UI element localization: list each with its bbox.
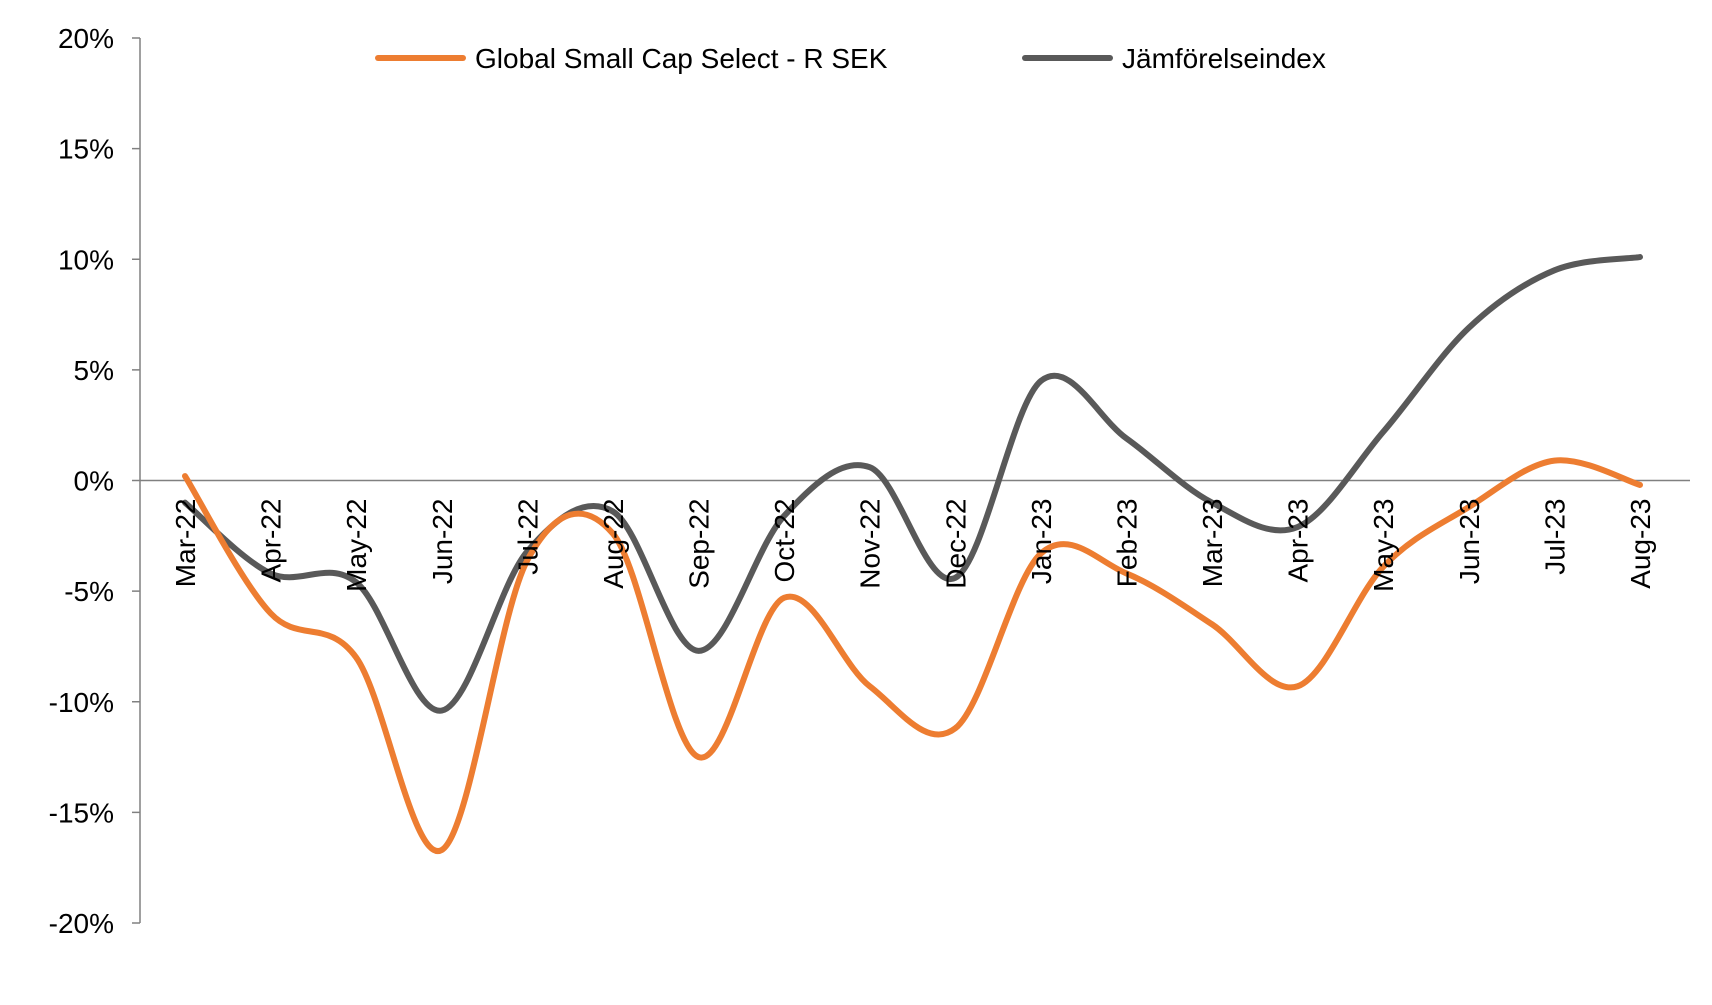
y-tick-label: -10% xyxy=(49,687,114,718)
y-tick-label: -15% xyxy=(49,797,114,828)
legend: Global Small Cap Select - R SEK Jämförels… xyxy=(375,43,1326,74)
x-tick-label: Feb-23 xyxy=(1111,499,1142,588)
y-axis-ticks: 20% 15% 10% 5% 0% -5% -10% -15% -20% xyxy=(49,23,140,939)
x-axis-labels: Mar-22 Apr-22 May-22 Jun-22 Jul-22 Aug-22 Sep-… xyxy=(170,499,1656,592)
y-tick-label: -5% xyxy=(64,576,114,607)
x-tick-label: Oct-22 xyxy=(769,499,800,583)
x-tick-label: Apr-23 xyxy=(1283,499,1314,583)
x-tick-label: Jun-23 xyxy=(1454,499,1485,585)
x-tick-label: Mar-23 xyxy=(1197,499,1228,588)
x-tick-label: May-23 xyxy=(1368,499,1399,592)
series-lines xyxy=(182,254,1643,854)
x-tick-label: Aug-22 xyxy=(598,499,629,589)
axes xyxy=(139,38,1690,923)
y-tick-label: 20% xyxy=(58,23,114,54)
x-tick-label: Aug-23 xyxy=(1625,499,1656,589)
series-line-1 xyxy=(182,254,1643,714)
x-tick-label: Jun-22 xyxy=(427,499,458,585)
y-tick-label: 5% xyxy=(74,355,114,386)
y-tick-label: -20% xyxy=(49,908,114,939)
legend-label-0: Global Small Cap Select - R SEK xyxy=(475,43,888,74)
series-line-0 xyxy=(182,457,1643,854)
x-tick-label: Jan-23 xyxy=(1026,499,1057,585)
x-tick-label: Sep-22 xyxy=(684,499,715,589)
x-tick-label: Apr-22 xyxy=(256,499,287,583)
x-tick-label: Jul-23 xyxy=(1539,499,1570,575)
x-tick-label: May-22 xyxy=(341,499,372,592)
legend-label-1: Jämförelseindex xyxy=(1122,43,1326,74)
x-tick-label: Dec-22 xyxy=(940,499,971,589)
y-tick-label: 15% xyxy=(58,134,114,165)
y-tick-label: 0% xyxy=(74,466,114,497)
x-tick-label: Mar-22 xyxy=(170,499,201,588)
x-tick-label: Nov-22 xyxy=(855,499,886,589)
x-tick-label: Jul-22 xyxy=(512,499,543,575)
y-tick-label: 10% xyxy=(58,244,114,275)
